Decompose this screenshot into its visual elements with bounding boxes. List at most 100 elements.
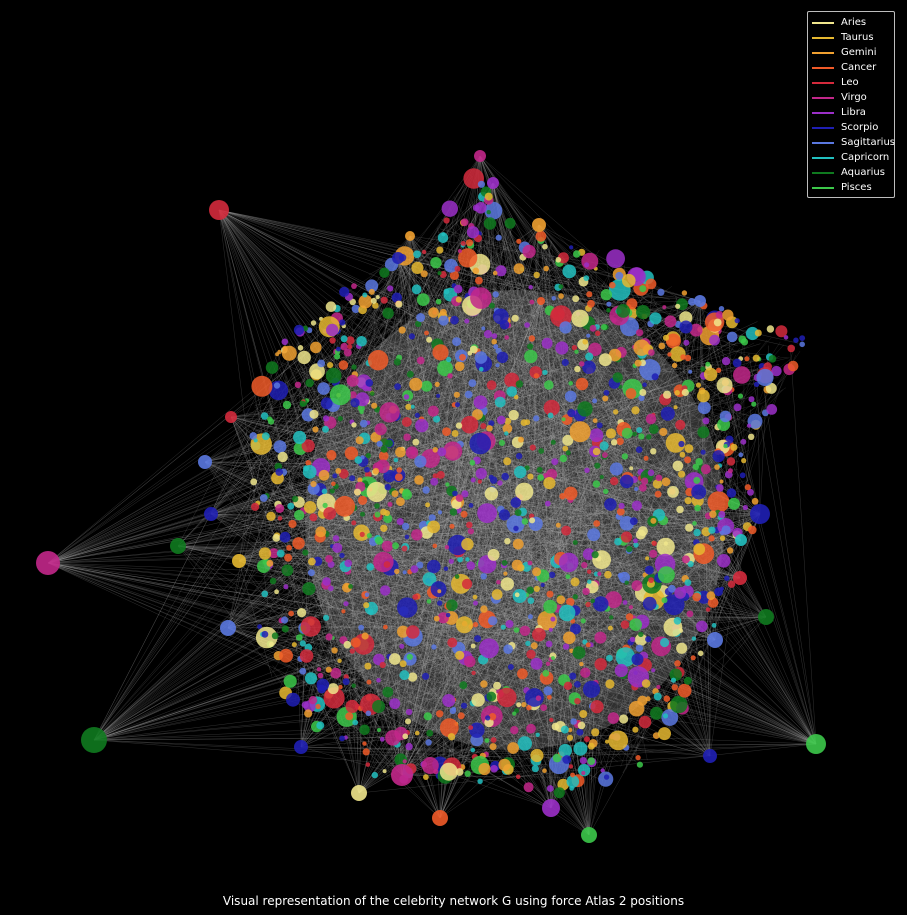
edge xyxy=(409,267,494,678)
node xyxy=(343,601,349,607)
edge xyxy=(709,514,745,757)
legend-label: Aquarius xyxy=(841,167,885,178)
edge xyxy=(290,370,355,519)
node xyxy=(309,363,325,380)
node xyxy=(513,627,520,633)
edge xyxy=(218,209,469,702)
edge xyxy=(576,381,590,836)
edge xyxy=(268,155,481,526)
edge xyxy=(280,604,513,642)
edge xyxy=(290,584,476,671)
edge xyxy=(324,596,655,669)
hub-node xyxy=(532,218,546,232)
legend-item-aquarius: Aquarius xyxy=(812,165,890,180)
node xyxy=(751,401,757,407)
node xyxy=(635,529,646,540)
edge xyxy=(177,545,452,595)
edge xyxy=(93,656,399,741)
node xyxy=(371,402,378,409)
node xyxy=(495,234,502,241)
legend-swatch xyxy=(812,141,834,144)
node xyxy=(526,649,536,659)
edge xyxy=(400,513,761,539)
node xyxy=(444,258,458,273)
node xyxy=(689,323,703,337)
node xyxy=(492,291,499,298)
node xyxy=(558,284,564,289)
node xyxy=(523,782,534,793)
node xyxy=(428,307,439,318)
node xyxy=(339,319,346,326)
edge xyxy=(210,513,331,542)
node xyxy=(697,426,710,439)
edge xyxy=(401,665,666,776)
edge xyxy=(410,564,630,648)
node xyxy=(454,574,460,579)
node xyxy=(518,436,524,443)
node xyxy=(633,542,639,548)
edge xyxy=(714,524,721,586)
edge xyxy=(566,504,761,515)
node xyxy=(635,446,643,454)
node xyxy=(520,419,528,426)
node xyxy=(726,547,734,554)
node xyxy=(648,577,654,583)
node xyxy=(634,486,639,492)
edge xyxy=(390,523,737,528)
edge xyxy=(177,545,616,565)
node xyxy=(443,566,449,571)
node xyxy=(626,298,638,310)
edge xyxy=(358,774,538,794)
node xyxy=(609,281,616,289)
node xyxy=(543,477,556,490)
node xyxy=(726,457,736,466)
edge xyxy=(47,562,455,589)
node xyxy=(661,709,679,726)
node xyxy=(634,633,648,646)
node xyxy=(609,462,624,476)
node xyxy=(687,560,694,568)
node xyxy=(607,625,613,631)
edge xyxy=(568,331,640,546)
node xyxy=(504,417,512,425)
edge xyxy=(549,494,567,653)
edge xyxy=(550,376,597,809)
edge xyxy=(474,230,716,584)
edge xyxy=(371,542,716,641)
edge xyxy=(93,735,616,741)
node xyxy=(679,320,693,334)
node xyxy=(515,482,534,501)
node xyxy=(605,591,622,609)
node xyxy=(332,535,340,542)
edge xyxy=(748,353,817,745)
node xyxy=(540,582,545,588)
edge xyxy=(365,488,687,582)
edge xyxy=(567,580,590,836)
edge xyxy=(93,473,460,741)
edge xyxy=(448,278,701,302)
node xyxy=(366,533,372,539)
edge xyxy=(47,318,405,564)
edge xyxy=(409,235,632,467)
node xyxy=(636,305,651,320)
edge xyxy=(439,304,531,315)
node xyxy=(268,641,274,647)
node xyxy=(657,288,665,296)
edge xyxy=(516,324,703,364)
node xyxy=(654,490,662,498)
node xyxy=(572,295,580,303)
node xyxy=(551,296,556,301)
edge xyxy=(535,649,614,694)
legend-label: Aries xyxy=(841,17,867,28)
node xyxy=(410,404,415,409)
edge xyxy=(320,349,441,819)
node xyxy=(454,361,465,372)
node xyxy=(728,497,740,510)
edge xyxy=(238,399,447,562)
edge xyxy=(581,590,817,745)
edge xyxy=(523,613,711,757)
edge xyxy=(439,395,624,819)
edge xyxy=(307,374,702,623)
edge xyxy=(374,359,722,767)
edge xyxy=(502,300,542,435)
